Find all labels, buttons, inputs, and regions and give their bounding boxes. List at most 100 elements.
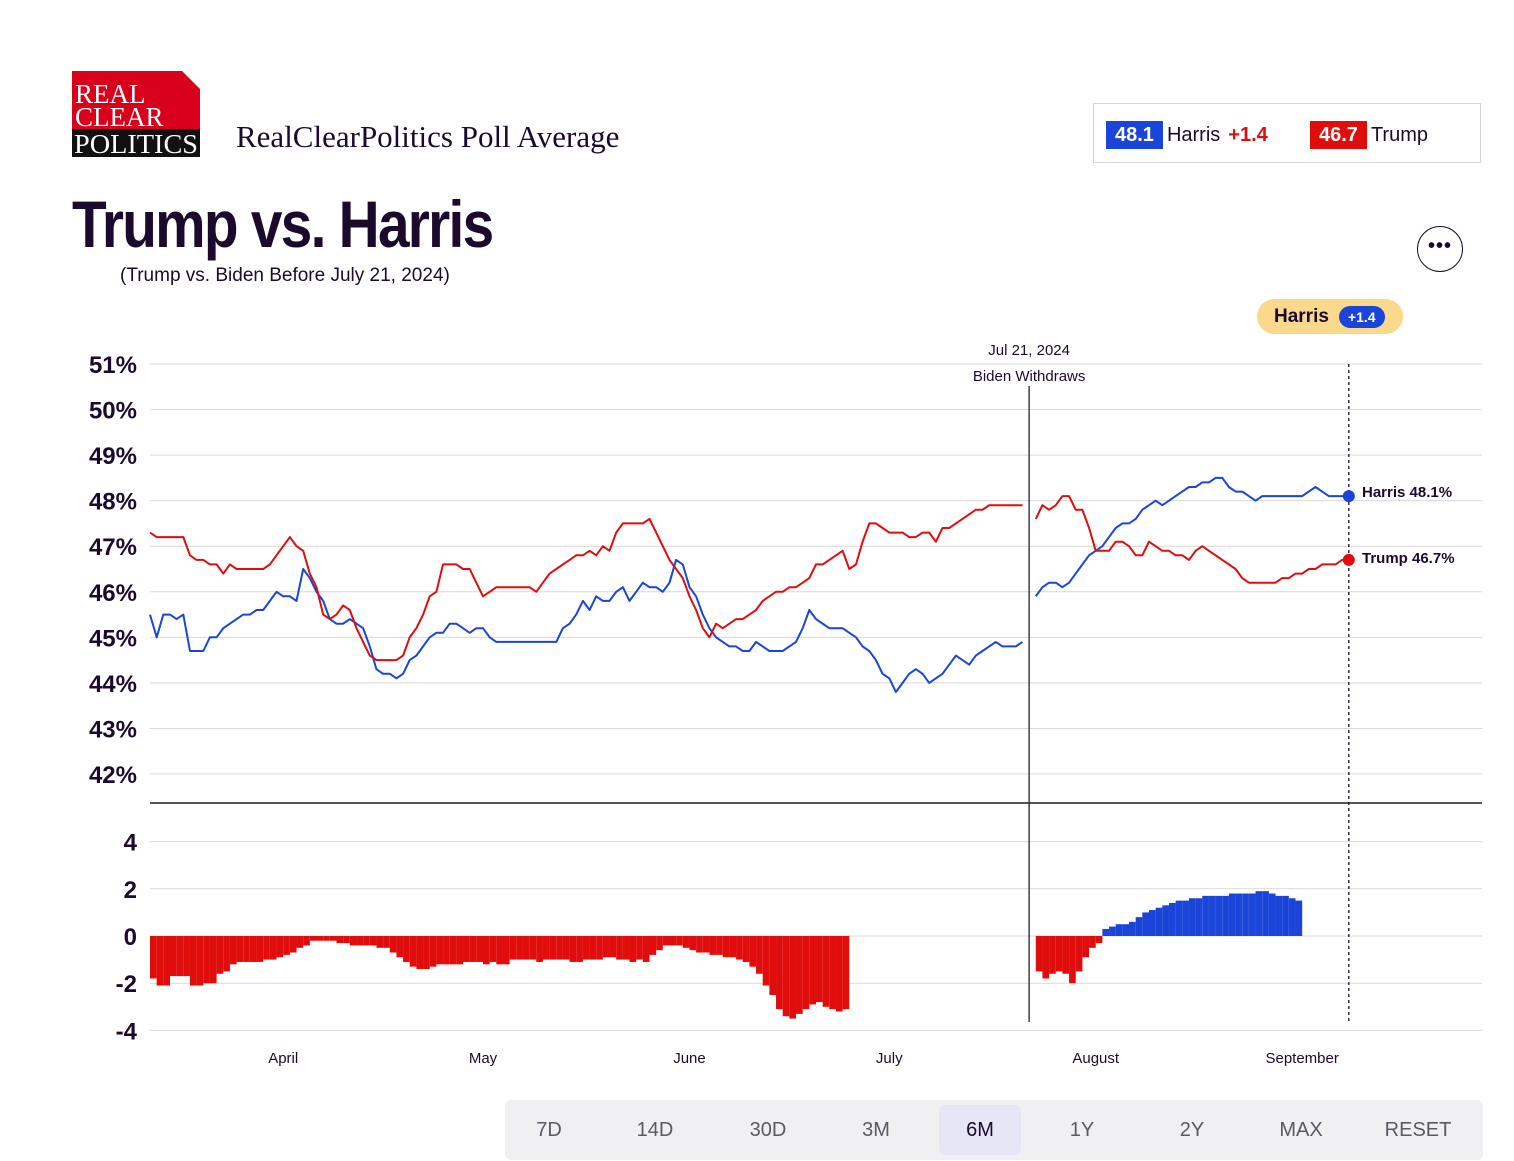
spread-bar: [169, 936, 177, 977]
spread-bar: [329, 936, 337, 941]
spread-bar: [443, 936, 450, 965]
spread-bar: [449, 936, 457, 965]
logo-line-1: REAL: [75, 79, 146, 109]
spread-bar: [489, 936, 497, 962]
spread-bar: [403, 936, 410, 962]
x-month-label: June: [673, 1050, 706, 1067]
spread-bar: [682, 936, 690, 948]
spread-bar: [835, 936, 843, 1012]
range-button-1y[interactable]: 1Y: [1069, 1119, 1095, 1141]
rcp-logo-graphic: REAL CLEAR POLITICS: [72, 71, 200, 157]
range-button-14d[interactable]: 14D: [636, 1119, 674, 1141]
spread-bar: [249, 936, 257, 962]
spread-bar: [1235, 893, 1243, 936]
spread-bar: [309, 936, 317, 941]
spread-bar: [702, 936, 710, 953]
y-tick-label: 47%: [89, 534, 137, 561]
spread-bar: [549, 936, 557, 960]
harris-spread: +1.4: [1228, 123, 1268, 146]
spread-bar: [1082, 936, 1090, 958]
spread-bar: [189, 936, 197, 986]
spread-bar: [809, 936, 816, 1005]
range-button-2y[interactable]: 2Y: [1179, 1119, 1205, 1141]
spread-bar: [542, 936, 550, 960]
spread-bar: [642, 936, 650, 962]
brand-title: RealClearPolitics Poll Average: [236, 119, 620, 154]
harris-line: [1034, 476, 1349, 597]
spread-bar: [396, 936, 404, 958]
spread-bar: [1248, 893, 1256, 936]
y-tick-label: 48%: [89, 489, 137, 516]
more-options-button[interactable]: •••: [1417, 226, 1463, 272]
spread-bar: [1282, 895, 1289, 936]
range-button-3m[interactable]: 3M: [862, 1119, 890, 1141]
range-button-7d[interactable]: 7D: [536, 1119, 562, 1141]
spread-bar: [356, 936, 364, 946]
spread-bar: [1055, 936, 1063, 972]
trump-end-dot[interactable]: [1342, 553, 1355, 566]
range-selector: 7D 14D 30D 3M 6M 1Y 2Y MAX RESET: [505, 1100, 1483, 1160]
spread-bar: [176, 936, 184, 977]
spread-bar: [476, 936, 483, 962]
y-tick-label: 45%: [89, 625, 137, 652]
spread-bar: [1129, 921, 1136, 936]
spread-bar: [1208, 895, 1216, 936]
spread-bar: [1255, 891, 1263, 936]
spread-bar: [336, 936, 344, 944]
spread-bar: [1275, 895, 1283, 936]
spread-bar: [416, 936, 424, 970]
spread-bar: [289, 936, 297, 953]
event-date: Jul 21, 2024: [988, 342, 1070, 359]
poll-lines: [149, 476, 1349, 693]
spread-bar: [516, 936, 523, 960]
y-tick-label: 46%: [89, 580, 137, 607]
spread-bar: [1262, 891, 1269, 936]
spread-bar: [156, 936, 164, 986]
spread-bar: [236, 936, 244, 962]
spread-bar: [829, 936, 836, 1010]
spread-bar: [636, 936, 643, 960]
range-button-30d[interactable]: 30D: [749, 1119, 787, 1141]
spread-bar: [756, 936, 763, 974]
spread-bar: [1155, 907, 1163, 936]
spread-bar: [676, 936, 683, 946]
spread-bar: [1149, 910, 1156, 936]
spread-bar: [1188, 898, 1196, 936]
spread-bar: [456, 936, 464, 965]
spread-bar: [729, 936, 737, 958]
range-button-reset[interactable]: RESET: [1384, 1119, 1452, 1141]
spread-bar: [229, 936, 237, 965]
spread-bar: [602, 936, 610, 958]
spread-bar: [256, 936, 264, 962]
spread-bar: [1268, 893, 1276, 936]
legend-harris[interactable]: 48.1 Harris +1.4: [1106, 121, 1268, 149]
spread-bar: [469, 936, 477, 962]
spread-bar: [1228, 893, 1236, 936]
spread-bar: [736, 936, 743, 960]
spread-bar: [1288, 898, 1296, 936]
spread-bar: [269, 936, 277, 960]
axis-labels: 51% 50% 49% 48% 47% 46% 45% 44% 43% 42% 4 2 0 -2 -4 Apr…: [89, 352, 1339, 1067]
leader-name: Harris: [1274, 305, 1329, 327]
spread-bar: [409, 936, 417, 967]
rcp-logo: REAL CLEAR POLITICS: [72, 71, 200, 157]
spread-bar: [522, 936, 530, 960]
leader-badge: Harris +1.4: [1257, 299, 1403, 334]
spread-tick-label: 2: [124, 877, 137, 904]
range-button-6m[interactable]: 6M: [939, 1105, 1021, 1155]
spread-bar: [722, 936, 730, 958]
spread-bar: [1242, 893, 1249, 936]
y-tick-label: 50%: [89, 398, 137, 425]
spread-bar: [742, 936, 750, 962]
line-chart-grid: [150, 363, 1482, 775]
leader-spread: +1.4: [1338, 305, 1385, 328]
y-tick-label: 49%: [89, 443, 137, 470]
spread-bar: [283, 936, 290, 955]
harris-end-dot[interactable]: [1342, 490, 1355, 503]
harris-value-chip: 48.1: [1106, 121, 1163, 149]
spread-bar: [1102, 928, 1110, 936]
range-button-max[interactable]: MAX: [1279, 1119, 1323, 1141]
legend-trump[interactable]: 46.7 Trump: [1310, 121, 1428, 149]
x-month-label: April: [268, 1050, 298, 1067]
spread-bar: [649, 936, 657, 955]
